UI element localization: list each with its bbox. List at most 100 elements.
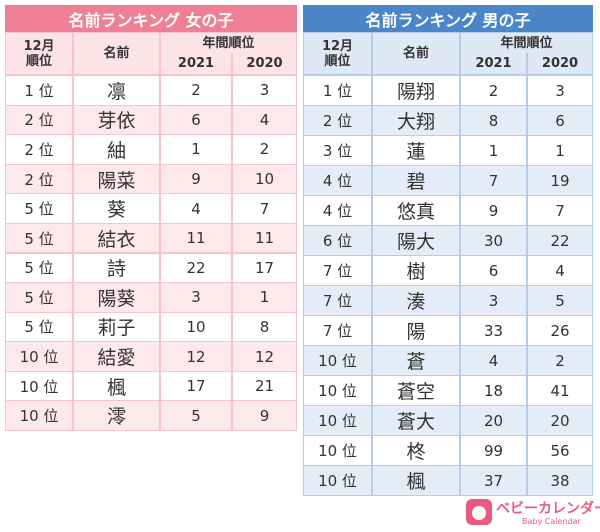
- rank-header-line: 順位: [324, 53, 351, 69]
- annual-header: 年間順位: [160, 32, 297, 53]
- value-2020: 22: [527, 225, 593, 256]
- value-2021: 2: [160, 75, 232, 106]
- value-2020: 20: [527, 405, 593, 436]
- value-2021: 10: [160, 311, 232, 343]
- logo-icon-circle: [472, 506, 486, 520]
- value-2020: 4: [527, 255, 593, 286]
- rank-header: 12月 順位: [5, 32, 73, 75]
- name-cell: 陽大: [372, 225, 460, 256]
- rank-header: 12月 順位: [303, 32, 372, 75]
- rank-cell: 7 位: [303, 285, 372, 316]
- name-cell: 詩: [73, 252, 160, 284]
- rank-cell: 10 位: [303, 435, 372, 466]
- value-2021: 12: [160, 341, 232, 372]
- rank-header-line: 12月: [321, 38, 354, 54]
- value-2021: 99: [460, 435, 527, 466]
- name-cell: 紬: [73, 134, 160, 165]
- name-cell: 陽葵: [73, 282, 160, 313]
- value-2020: 1: [527, 135, 593, 166]
- name-cell: 陽: [372, 315, 460, 346]
- value-2021: 9: [460, 195, 527, 226]
- value-2021: 30: [460, 225, 527, 256]
- rank-cell: 10 位: [5, 400, 73, 431]
- name-cell: 芽依: [73, 104, 160, 136]
- name-cell: 蒼: [372, 345, 460, 376]
- rank-cell: 1 位: [5, 75, 73, 106]
- rank-cell: 5 位: [5, 222, 73, 254]
- rank-header-line: 12月: [23, 38, 55, 54]
- rank-cell: 10 位: [303, 405, 372, 436]
- rank-cell: 10 位: [303, 375, 372, 406]
- value-2020: 19: [527, 165, 593, 196]
- name-header: 名前: [73, 32, 160, 75]
- value-2021: 11: [160, 222, 232, 254]
- rank-cell: 5 位: [5, 252, 73, 284]
- value-2021: 37: [460, 465, 527, 496]
- name-cell: 蓮: [372, 135, 460, 166]
- rank-cell: 5 位: [5, 282, 73, 313]
- rank-cell: 5 位: [5, 193, 73, 224]
- year-header: 2021: [160, 53, 232, 75]
- value-2021: 33: [460, 315, 527, 346]
- value-2020: 11: [232, 222, 297, 254]
- name-cell: 蒼空: [372, 375, 460, 406]
- rank-cell: 10 位: [5, 370, 73, 402]
- value-2020: 2: [232, 134, 297, 165]
- rank-cell: 7 位: [303, 255, 372, 286]
- value-2020: 12: [232, 341, 297, 372]
- value-2020: 9: [232, 400, 297, 431]
- value-2021: 1: [160, 134, 232, 165]
- name-header: 名前: [372, 32, 460, 75]
- name-cell: 樹: [372, 255, 460, 286]
- annual-header: 年間順位: [460, 32, 593, 53]
- rank-cell: 10 位: [303, 465, 372, 496]
- value-2021: 9: [160, 163, 232, 195]
- value-2020: 8: [232, 311, 297, 343]
- logo: ベビーカレンダー Baby Calendar: [466, 497, 600, 529]
- name-cell: 悠真: [372, 195, 460, 226]
- value-2021: 7: [460, 165, 527, 196]
- rank-cell: 6 位: [303, 225, 372, 256]
- name-cell: 陽菜: [73, 163, 160, 195]
- rank-cell: 3 位: [303, 135, 372, 166]
- value-2021: 4: [460, 345, 527, 376]
- value-2021: 6: [460, 255, 527, 286]
- year-header: 2020: [527, 53, 593, 75]
- value-2021: 2: [460, 75, 527, 106]
- rank-cell: 4 位: [303, 165, 372, 196]
- name-cell: 莉子: [73, 311, 160, 343]
- value-2020: 41: [527, 375, 593, 406]
- value-2020: 2: [527, 345, 593, 376]
- rank-cell: 4 位: [303, 195, 372, 226]
- value-2020: 21: [232, 370, 297, 402]
- rank-cell: 5 位: [5, 311, 73, 343]
- rank-header-line: 順位: [25, 53, 52, 69]
- value-2020: 1: [232, 282, 297, 313]
- name-cell: 凛: [73, 75, 160, 106]
- rank-cell: 2 位: [303, 105, 372, 136]
- value-2021: 18: [460, 375, 527, 406]
- name-cell: 蒼大: [372, 405, 460, 436]
- year-header: 2021: [460, 53, 527, 75]
- name-cell: 湊: [372, 285, 460, 316]
- rank-cell: 7 位: [303, 315, 372, 346]
- value-2020: 4: [232, 104, 297, 136]
- table-title: 名前ランキング 女の子: [5, 5, 297, 32]
- value-2020: 10: [232, 163, 297, 195]
- logo-sub: Baby Calendar: [522, 517, 581, 526]
- name-cell: 碧: [372, 165, 460, 196]
- value-2020: 17: [232, 252, 297, 284]
- value-2021: 5: [160, 400, 232, 431]
- value-2020: 3: [527, 75, 593, 106]
- value-2021: 17: [160, 370, 232, 402]
- name-cell: 葵: [73, 193, 160, 224]
- value-2021: 8: [460, 105, 527, 136]
- value-2020: 56: [527, 435, 593, 466]
- value-2020: 3: [232, 75, 297, 106]
- rank-cell: 10 位: [5, 341, 73, 372]
- value-2021: 3: [160, 282, 232, 313]
- value-2020: 7: [232, 193, 297, 224]
- year-header: 2020: [232, 53, 297, 75]
- name-cell: 楓: [372, 465, 460, 496]
